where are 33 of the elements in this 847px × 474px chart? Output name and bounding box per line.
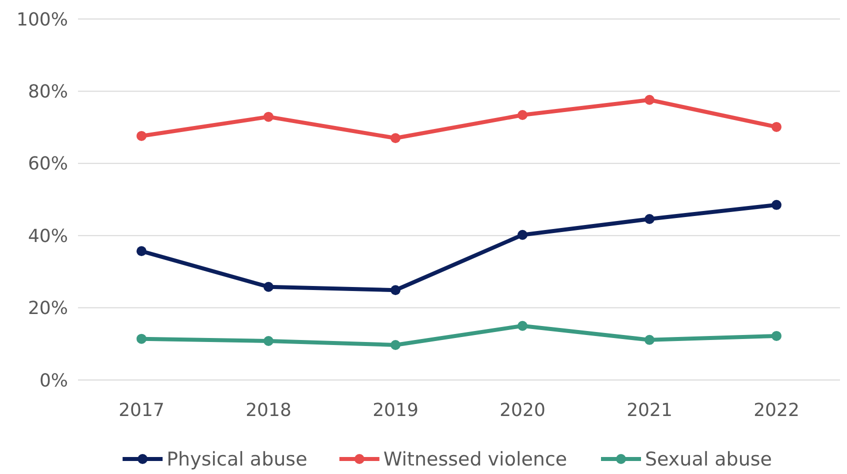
- y-tick-label: 0%: [39, 370, 68, 392]
- y-tick-label: 20%: [28, 298, 68, 320]
- legend-label: Sexual abuse: [645, 448, 772, 471]
- x-tick-label: 2022: [754, 400, 800, 421]
- point: [390, 133, 400, 144]
- point: [644, 334, 654, 345]
- y-tick-label: 60%: [28, 154, 68, 175]
- legend-label: Physical abuse: [166, 448, 308, 471]
- point: [264, 336, 274, 346]
- x-tick-label: 2020: [500, 400, 546, 421]
- point: [390, 340, 400, 350]
- y-tick-label: 80%: [28, 82, 68, 102]
- point: [390, 285, 400, 296]
- x-tick-label: 2021: [626, 400, 672, 421]
- point: [264, 112, 274, 122]
- y-tick-label: 40%: [28, 226, 68, 247]
- point: [518, 320, 528, 331]
- point: [644, 214, 654, 224]
- point: [644, 94, 654, 105]
- legend-label: Witnessed violence: [383, 448, 568, 471]
- x-tick-label: 2017: [118, 400, 164, 421]
- point: [136, 334, 146, 344]
- point: [772, 200, 782, 210]
- point: [772, 330, 782, 341]
- point: [518, 110, 528, 120]
- x-tick-label: 2018: [246, 400, 292, 421]
- point: [518, 230, 528, 240]
- y-tick-label: 100%: [16, 9, 68, 30]
- x-tick-label: 2019: [372, 400, 418, 421]
- point: [264, 282, 274, 292]
- point: [136, 246, 146, 256]
- point: [136, 130, 146, 141]
- point: [772, 122, 782, 132]
